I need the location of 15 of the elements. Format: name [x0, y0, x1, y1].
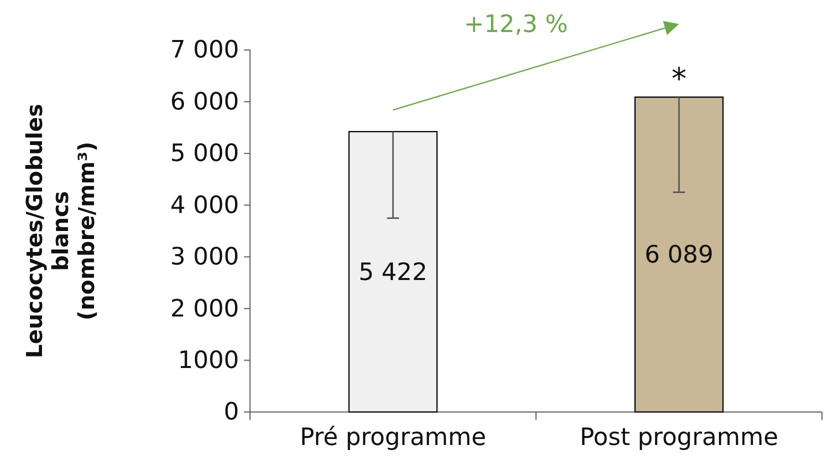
y-tick-label: 5 000	[170, 139, 239, 168]
y-tick-label: 2 000	[170, 294, 239, 322]
annotation: *	[672, 62, 686, 98]
y-axis-title: Leucocytes/Globules blancs (nombre/mm³)	[23, 104, 100, 358]
y-tick-label: 7 000	[170, 36, 239, 64]
y-tick-label: 3 000	[170, 242, 239, 271]
x-tick-label: Post programme	[580, 423, 778, 451]
data-label: 5 422	[358, 258, 428, 286]
text: +12,3 %	[464, 10, 568, 38]
data-label: 6 089	[644, 240, 714, 269]
x-tick-label: Pré programme	[300, 423, 486, 451]
y-tick-label: 6 000	[170, 87, 239, 116]
y-tick-label: 0	[224, 398, 239, 426]
y-tick-label: 1000	[178, 346, 239, 374]
y-tick-label: 4 000	[170, 190, 239, 219]
